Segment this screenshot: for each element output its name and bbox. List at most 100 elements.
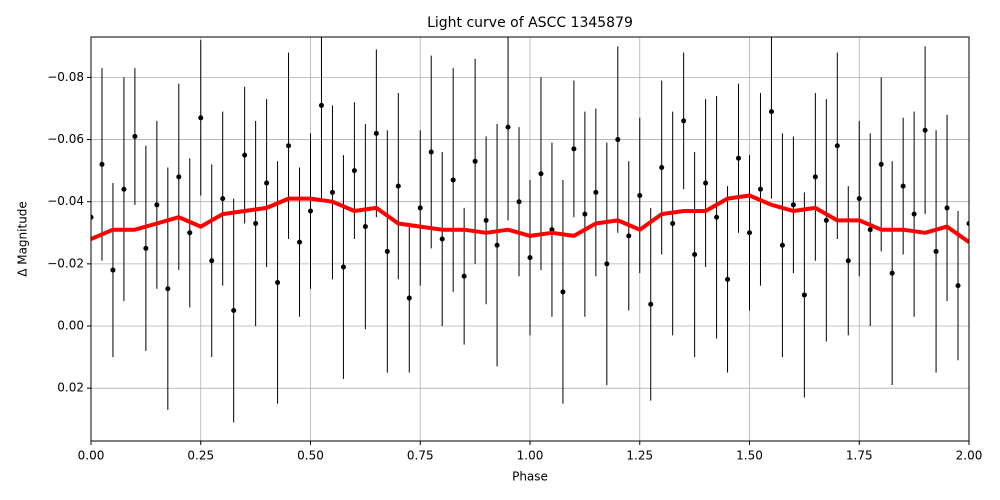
data-point xyxy=(659,165,665,171)
data-point xyxy=(110,267,116,273)
data-point xyxy=(297,239,303,245)
data-point xyxy=(187,230,193,236)
data-point xyxy=(242,152,248,158)
data-point xyxy=(604,261,610,267)
y-axis-label: Δ Magnitude xyxy=(16,201,30,277)
plot-area xyxy=(91,37,969,423)
data-point xyxy=(154,202,160,208)
data-point xyxy=(538,171,544,177)
data-point xyxy=(286,143,292,149)
x-tick-label: 1.50 xyxy=(736,449,763,463)
data-point xyxy=(560,289,566,295)
y-tick-label: −0.08 xyxy=(47,70,84,84)
data-point xyxy=(329,189,335,195)
data-point xyxy=(922,127,928,133)
data-point xyxy=(747,230,752,236)
x-tick-label: 2.00 xyxy=(956,449,983,463)
y-tick-label: −0.04 xyxy=(47,194,84,208)
data-point xyxy=(351,168,357,174)
data-point xyxy=(714,214,720,220)
data-point xyxy=(176,174,182,180)
data-point xyxy=(692,252,698,258)
data-point xyxy=(373,130,379,136)
data-point xyxy=(450,177,456,183)
x-tick-label: 1.25 xyxy=(626,449,653,463)
data-point xyxy=(790,202,796,208)
trend-line xyxy=(91,193,969,244)
data-point xyxy=(253,220,259,226)
data-point xyxy=(231,307,237,313)
data-point xyxy=(428,149,434,155)
data-point xyxy=(911,211,917,217)
data-point xyxy=(198,115,204,121)
data-point xyxy=(395,183,401,189)
data-point xyxy=(856,196,862,202)
data-point xyxy=(384,248,390,254)
data-point xyxy=(121,186,127,192)
x-tick-label: 1.75 xyxy=(846,449,873,463)
data-point xyxy=(637,192,643,198)
data-point xyxy=(889,270,895,276)
data-point xyxy=(757,186,763,192)
data-point xyxy=(494,242,500,248)
data-point xyxy=(527,255,533,261)
data-point xyxy=(933,248,939,254)
data-point xyxy=(275,280,281,286)
axes: 0.00 0.25 0.50 0.75 1.00 1.25 1.50 1.75 2.00 −0.0… xyxy=(47,36,983,463)
data-point xyxy=(417,205,423,211)
data-point xyxy=(955,283,961,289)
data-point xyxy=(91,214,94,220)
x-tick-label: 0.50 xyxy=(297,449,324,463)
data-point xyxy=(878,161,884,167)
data-point xyxy=(615,137,621,143)
data-point xyxy=(703,180,709,186)
data-point xyxy=(823,217,829,223)
data-point xyxy=(505,124,511,130)
data-point xyxy=(725,276,731,282)
data-point xyxy=(318,102,324,108)
x-tick-label: 0.75 xyxy=(407,449,434,463)
data-point xyxy=(867,227,873,233)
data-point xyxy=(768,109,774,115)
data-point xyxy=(845,258,851,264)
x-tick-label: 1.00 xyxy=(517,449,544,463)
y-tick-label: 0.02 xyxy=(57,381,84,395)
data-point xyxy=(812,174,818,180)
data-point xyxy=(549,227,555,233)
y-tick-label: −0.06 xyxy=(47,132,84,146)
data-point xyxy=(362,224,368,230)
y-tick-label: −0.02 xyxy=(47,256,84,270)
data-point xyxy=(834,143,840,149)
data-point xyxy=(801,292,807,298)
y-tick-label: 0.00 xyxy=(57,319,84,333)
data-point xyxy=(681,118,687,124)
data-point xyxy=(944,205,950,211)
data-point xyxy=(308,208,313,214)
data-point xyxy=(439,236,445,242)
data-point xyxy=(483,217,489,223)
data-point xyxy=(165,286,171,292)
x-axis-label: Phase xyxy=(512,470,548,484)
data-point xyxy=(209,258,215,264)
data-point xyxy=(670,220,676,226)
data-point xyxy=(648,301,654,307)
x-tick-label: 0.00 xyxy=(78,449,105,463)
data-point xyxy=(220,196,226,202)
x-tick-label: 0.25 xyxy=(187,449,214,463)
data-point xyxy=(264,180,270,186)
data-point xyxy=(582,211,588,217)
data-point xyxy=(132,133,138,139)
chart-title: Light curve of ASCC 1345879 xyxy=(427,15,633,31)
data-point xyxy=(779,242,785,248)
data-point xyxy=(340,264,346,270)
data-point xyxy=(406,295,412,301)
data-point xyxy=(99,161,105,167)
data-point xyxy=(626,233,632,239)
data-point xyxy=(966,220,969,226)
data-point xyxy=(516,199,522,205)
data-point xyxy=(461,273,467,279)
data-point xyxy=(593,189,599,195)
data-point xyxy=(900,183,906,189)
plot-frame xyxy=(90,36,970,442)
